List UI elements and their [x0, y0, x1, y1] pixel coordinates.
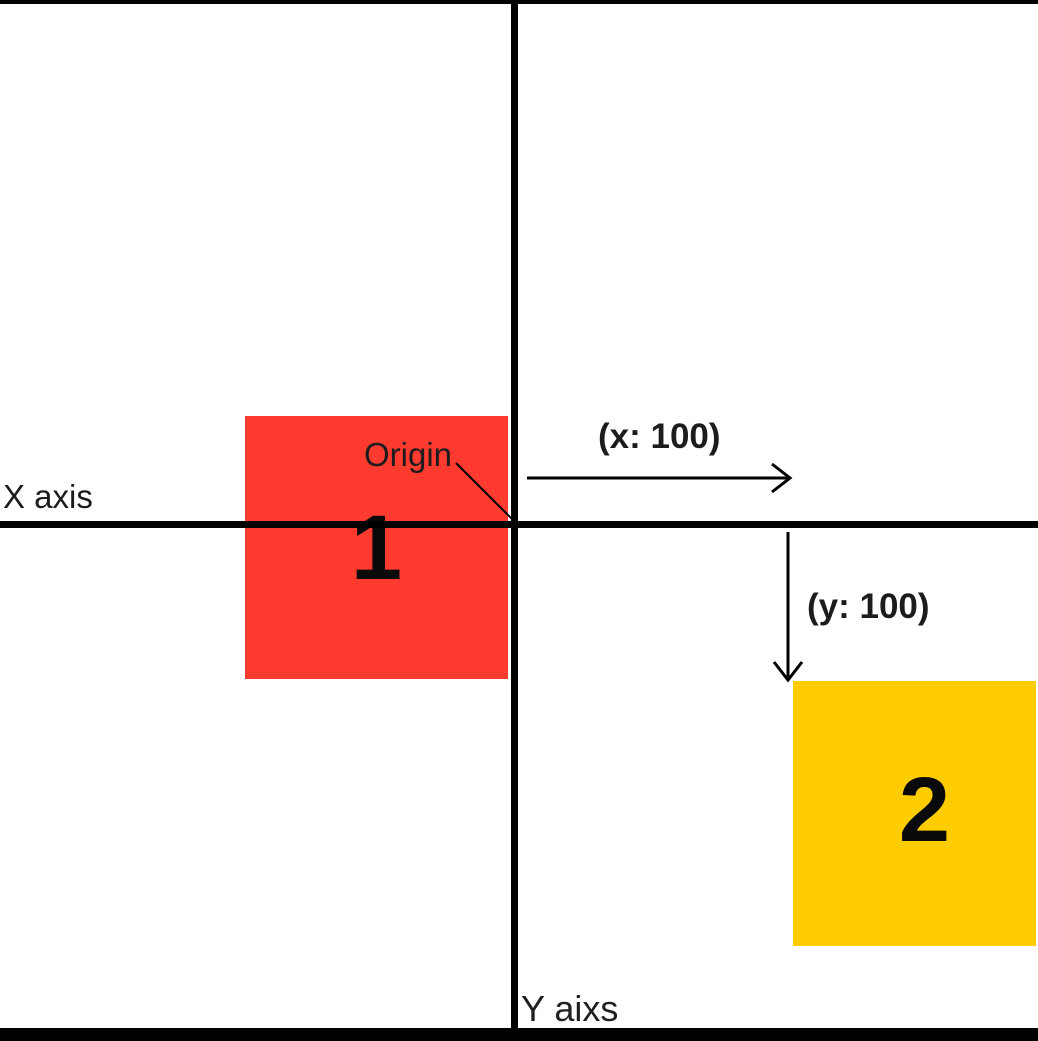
square-1-number: 1: [350, 496, 403, 599]
square-1: 1: [245, 416, 508, 679]
y-offset-arrowhead-icon: [772, 661, 804, 683]
y-axis-label: Y aixs: [521, 988, 619, 1029]
y-axis-line: [511, 4, 518, 1028]
origin-label: Origin: [364, 436, 453, 473]
x-axis-label: X axis: [3, 478, 93, 515]
square-2: 2: [793, 681, 1036, 946]
y-offset-label: (y: 100): [807, 587, 930, 626]
x-offset-arrowhead-icon: [771, 462, 793, 494]
top-border-bar: [0, 0, 1038, 4]
x-axis-line: [0, 521, 1038, 528]
x-offset-label: (x: 100): [598, 417, 721, 456]
square-2-number: 2: [898, 758, 951, 861]
bottom-border-bar: [0, 1028, 1038, 1041]
